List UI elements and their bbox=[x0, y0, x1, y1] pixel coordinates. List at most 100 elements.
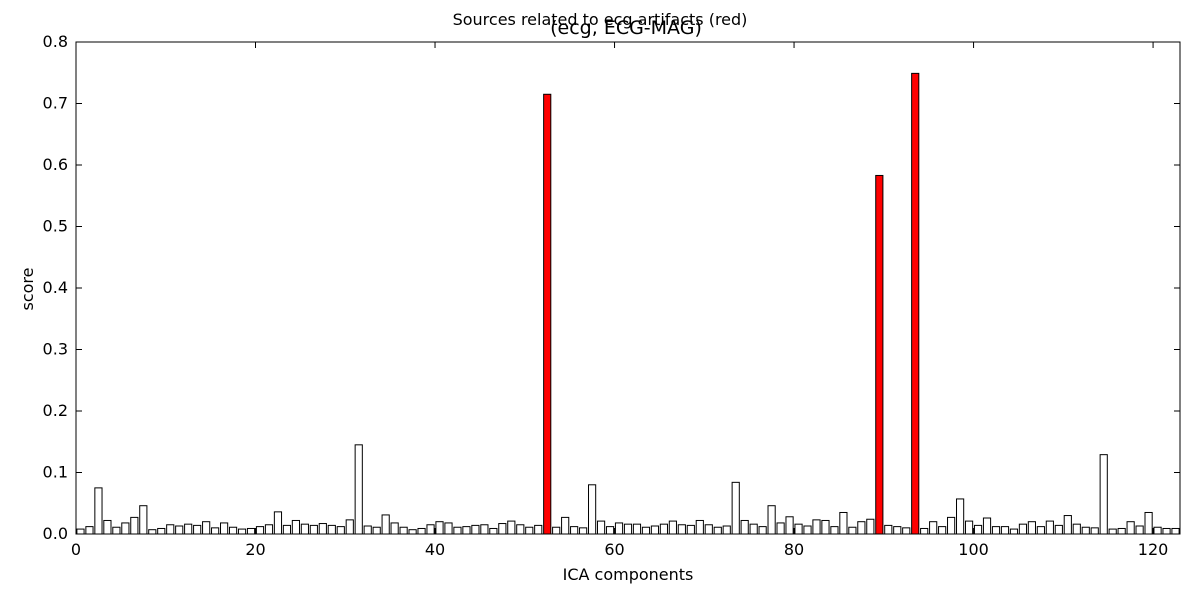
bar bbox=[1045, 520, 1054, 535]
bar bbox=[1171, 527, 1180, 535]
bar bbox=[1081, 526, 1090, 535]
bar bbox=[1054, 524, 1063, 535]
bar bbox=[991, 526, 1001, 535]
bar bbox=[1072, 523, 1081, 535]
bar bbox=[794, 523, 803, 535]
bar bbox=[327, 524, 336, 535]
bar bbox=[821, 519, 830, 535]
figure-suptitle: Sources related to ecg artifacts (red) bbox=[453, 10, 748, 29]
bar bbox=[193, 524, 202, 535]
bar bbox=[686, 524, 695, 535]
bar bbox=[237, 528, 247, 535]
bar bbox=[300, 523, 309, 535]
y-tick-label: 0.5 bbox=[43, 217, 68, 236]
bar bbox=[677, 524, 686, 535]
bar bbox=[273, 511, 283, 535]
bar bbox=[982, 517, 992, 535]
bar bbox=[857, 521, 866, 535]
bar bbox=[184, 523, 193, 535]
bar bbox=[740, 519, 749, 535]
bar bbox=[345, 519, 354, 535]
bar bbox=[228, 526, 238, 535]
bar bbox=[579, 527, 588, 535]
bar bbox=[1009, 528, 1019, 535]
bar bbox=[525, 526, 534, 535]
bar bbox=[220, 522, 229, 535]
bar bbox=[444, 522, 453, 535]
bar bbox=[964, 520, 974, 535]
y-axis-ticks: 0.0 0.1 0.2 0.3 0.4 0.5 0.6 0.7 0.8 bbox=[43, 32, 1180, 543]
x-tick-label: 40 bbox=[425, 540, 445, 559]
bar bbox=[866, 518, 875, 535]
bar bbox=[372, 526, 381, 535]
bar bbox=[282, 524, 292, 535]
bar bbox=[956, 498, 965, 535]
bar bbox=[713, 526, 722, 535]
bar bbox=[211, 527, 220, 535]
bar bbox=[363, 525, 372, 535]
bar bbox=[947, 516, 956, 535]
bar bbox=[1162, 527, 1171, 535]
bar bbox=[596, 520, 606, 535]
y-tick-label: 0.1 bbox=[43, 463, 68, 482]
bar bbox=[534, 524, 543, 535]
bar bbox=[426, 524, 435, 535]
bar bbox=[695, 519, 704, 535]
bar bbox=[507, 520, 516, 535]
y-tick-label: 0.2 bbox=[43, 401, 68, 420]
bar bbox=[103, 519, 112, 535]
bar bbox=[148, 529, 157, 535]
bar bbox=[893, 526, 902, 535]
bar bbox=[722, 525, 731, 535]
bar bbox=[632, 523, 642, 535]
bar bbox=[704, 524, 713, 535]
y-tick-label: 0.8 bbox=[43, 32, 68, 51]
bar bbox=[246, 527, 256, 535]
bar bbox=[175, 525, 184, 535]
bar bbox=[130, 516, 139, 535]
bar bbox=[1153, 526, 1162, 535]
chart-title: (ecg, ECG-MAG) bbox=[550, 17, 702, 39]
x-tick-label: 0 bbox=[71, 540, 81, 559]
bar bbox=[309, 524, 318, 535]
bar bbox=[803, 525, 812, 535]
x-axis-label: ICA components bbox=[563, 565, 694, 584]
y-axis-label: score bbox=[18, 268, 37, 311]
bar bbox=[336, 526, 345, 535]
bar bbox=[1099, 454, 1108, 535]
bar-highlighted bbox=[911, 72, 920, 535]
bar bbox=[121, 522, 130, 535]
bar bbox=[929, 521, 938, 535]
bar bbox=[731, 481, 740, 535]
bar bbox=[157, 527, 166, 535]
bar bbox=[1117, 527, 1126, 535]
bar bbox=[381, 514, 390, 535]
bar bbox=[668, 520, 677, 535]
bar bbox=[605, 526, 615, 535]
bar bbox=[318, 523, 327, 535]
y-tick-label: 0.4 bbox=[43, 278, 68, 297]
y-tick-label: 0.7 bbox=[43, 94, 68, 113]
bar bbox=[354, 444, 363, 535]
bar bbox=[659, 523, 668, 535]
bar bbox=[1135, 525, 1144, 535]
bar bbox=[489, 527, 498, 535]
bar bbox=[973, 524, 983, 535]
bar bbox=[498, 523, 507, 535]
bar bbox=[848, 526, 857, 535]
bar bbox=[399, 526, 408, 535]
bar bbox=[570, 526, 579, 535]
bar bbox=[408, 529, 417, 535]
x-axis-ticks: 0 20 40 60 80 100 120 bbox=[71, 42, 1168, 559]
x-tick-label: 80 bbox=[784, 540, 804, 559]
x-tick-label: 20 bbox=[245, 540, 265, 559]
bar bbox=[767, 505, 776, 535]
bar-highlighted bbox=[875, 174, 884, 535]
bar bbox=[650, 525, 660, 535]
bar-highlighted bbox=[543, 93, 552, 535]
bar bbox=[1144, 511, 1153, 535]
bar bbox=[435, 521, 444, 535]
bar bbox=[552, 526, 561, 535]
bar bbox=[291, 519, 300, 535]
